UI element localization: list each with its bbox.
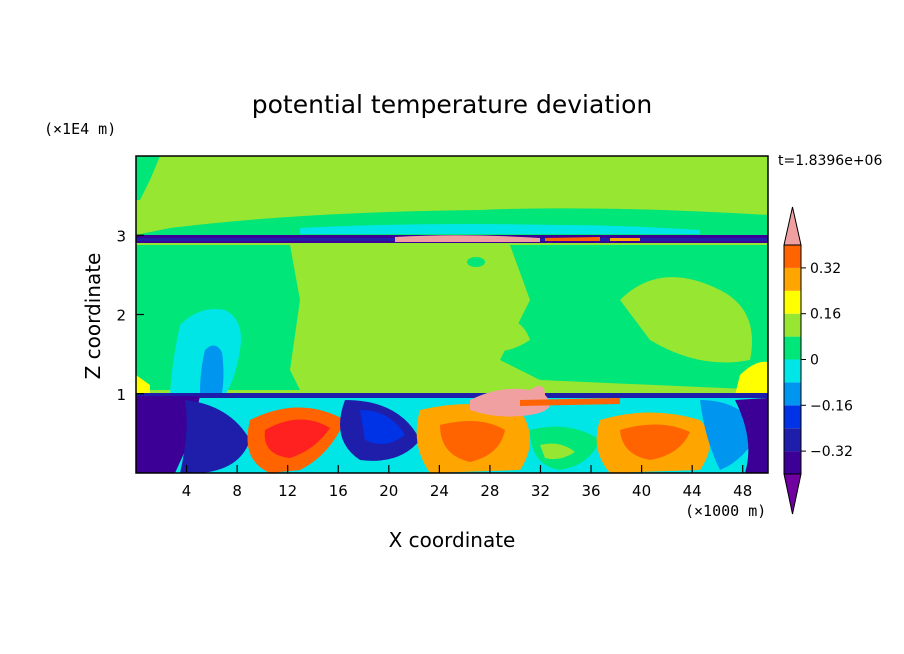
colorbar-label: 0.16	[810, 307, 841, 323]
heatmap-field	[136, 156, 768, 473]
x-tick-label: 12	[278, 482, 297, 500]
y-unit-label: (×1E4 m)	[44, 120, 116, 138]
x-tick-label: 4	[182, 482, 192, 500]
colorbar-label: −0.16	[810, 398, 853, 414]
colorbar-swatch	[784, 359, 801, 383]
y-tick-label: 2	[116, 307, 126, 325]
x-tick-label: 24	[430, 482, 449, 500]
colorbar-label: −0.32	[810, 444, 853, 460]
x-unit-label: (×1000 m)	[685, 502, 766, 520]
colorbar-swatch	[784, 313, 801, 337]
colorbar: 0.32 0.16 0 −0.16 −0.32	[783, 206, 853, 515]
x-tick-label: 36	[581, 482, 600, 500]
colorbar-under-arrow	[783, 473, 802, 515]
time-label: t=1.8396e+06	[778, 153, 882, 169]
chart-title: potential temperature deviation	[252, 90, 652, 119]
y-axis-label: Z coordinate	[81, 253, 105, 380]
colorbar-over-arrow	[783, 206, 802, 246]
y-tick-label: 3	[116, 227, 126, 245]
colorbar-swatch	[784, 290, 801, 314]
x-tick-label: 28	[480, 482, 499, 500]
x-tick-label: 44	[683, 482, 702, 500]
colorbar-label: 0	[810, 353, 819, 369]
colorbar-swatch	[784, 267, 801, 291]
colorbar-label: 0.32	[810, 261, 841, 277]
colorbar-swatch	[784, 336, 801, 360]
x-tick-label: 8	[232, 482, 242, 500]
x-tick-label: 16	[329, 482, 348, 500]
colorbar-swatch	[784, 245, 801, 268]
x-tick-label: 32	[531, 482, 550, 500]
x-tick-label: 48	[733, 482, 752, 500]
colorbar-swatch	[784, 451, 801, 474]
x-axis-label: X coordinate	[389, 528, 516, 552]
colorbar-swatch	[784, 405, 801, 429]
y-tick-label: 1	[116, 386, 126, 404]
colorbar-swatch	[784, 382, 801, 406]
y-axis-ticks: 1 2 3	[116, 227, 144, 404]
x-axis-ticks: 4 8 12 16 20 24 28 32 36 40 44 48	[182, 465, 752, 500]
x-tick-label: 40	[632, 482, 651, 500]
colorbar-swatch	[784, 428, 801, 452]
x-tick-label: 20	[379, 482, 398, 500]
